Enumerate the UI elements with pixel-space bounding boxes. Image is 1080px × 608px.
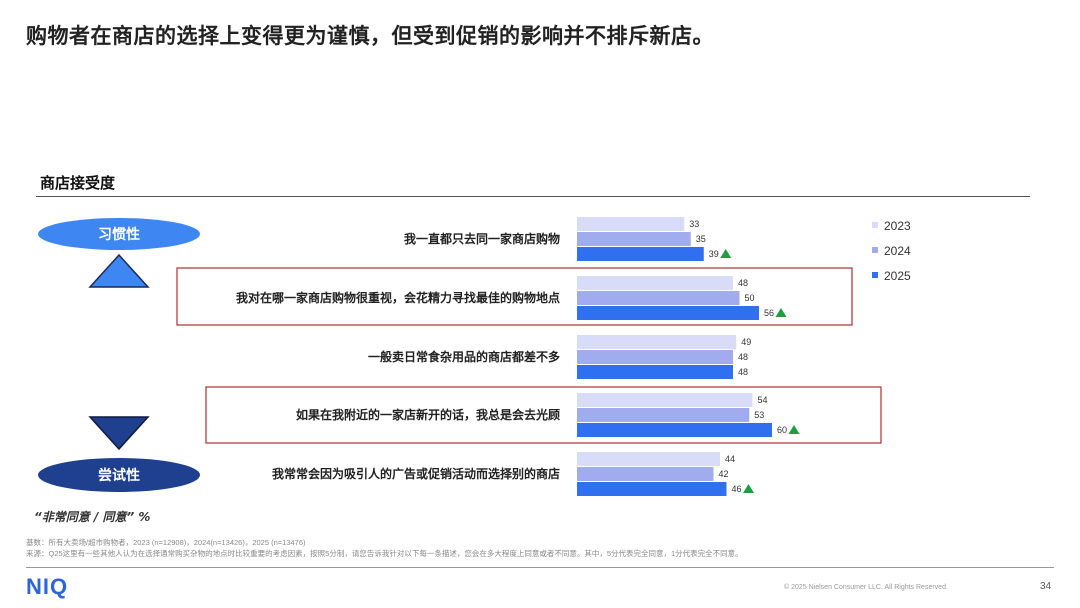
category-label: 一般卖日常食杂用品的商店都差不多	[368, 349, 560, 364]
bar-2023	[577, 335, 737, 349]
bar-2025	[577, 306, 759, 320]
chart-subtitle: 商店接受度	[40, 174, 116, 192]
metric-note: “非常同意 / 同意” %	[34, 510, 151, 524]
bar-2025	[577, 482, 727, 496]
value-label: 33	[689, 219, 699, 229]
value-label: 49	[741, 337, 751, 347]
increase-arrow-icon	[720, 249, 732, 258]
value-label: 48	[738, 278, 748, 288]
subtitle-divider	[36, 196, 1030, 197]
trial-pill: 尝试性	[38, 458, 200, 492]
increase-arrow-icon	[775, 308, 787, 317]
bar-2025	[577, 247, 704, 261]
bar-2024	[577, 350, 733, 364]
value-label: 46	[732, 484, 742, 494]
value-label: 56	[764, 308, 774, 318]
increase-arrow-icon	[788, 425, 800, 434]
value-label: 48	[738, 352, 748, 362]
bar-2024	[577, 291, 740, 305]
highlight-box	[205, 386, 882, 444]
bar-2023	[577, 217, 685, 231]
legend-label-2024: 2024	[884, 244, 911, 258]
value-label: 50	[745, 293, 755, 303]
category-label: 我一直都只去同一家商店购物	[404, 231, 560, 246]
legend-swatch-2024	[872, 247, 878, 253]
value-label: 60	[777, 425, 787, 435]
category-label: 我常常会因为吸引人的广告或促销活动而选择别的商店	[272, 466, 560, 481]
page-title: 购物者在商店的选择上变得更为谨慎，但受到促销的影响并不排斥新店。	[26, 24, 714, 48]
increase-arrow-icon	[743, 484, 754, 493]
niq-logo: NIQ	[26, 574, 69, 599]
category-label: 我对在哪一家商店购物很重视，会花精力寻找最佳的购物地点	[236, 290, 560, 305]
bar-2024	[577, 408, 750, 422]
footnote-base: 基数：所有大卖场/超市购物者，2023 (n=12908)，2024(n=134…	[26, 538, 306, 547]
value-label: 39	[709, 249, 719, 259]
value-label: 44	[725, 454, 735, 464]
legend-swatch-2023	[872, 222, 878, 228]
page-number: 34	[1040, 581, 1052, 592]
up-triangle-icon	[88, 253, 150, 288]
bar-2024	[577, 467, 714, 481]
trial-pill-label: 尝试性	[98, 468, 140, 484]
habit-pill: 习惯性	[38, 218, 200, 250]
highlight-box	[176, 267, 853, 326]
legend-label-2023: 2023	[884, 219, 911, 233]
value-label: 54	[758, 395, 768, 405]
value-label: 42	[719, 469, 729, 479]
value-label: 53	[754, 410, 764, 420]
value-label: 48	[738, 367, 748, 377]
footnote-source: 来源：Q25这里有一些其他人认为在选择通常购买杂物的地点时比较重要的考虑因素，按…	[26, 549, 743, 558]
bar-2023	[577, 393, 753, 407]
bar-2023	[577, 452, 720, 466]
bar-2025	[577, 365, 733, 379]
legend-label-2025: 2025	[884, 269, 911, 283]
down-triangle-icon	[88, 416, 150, 451]
value-label: 35	[696, 234, 706, 244]
copyright-text: © 2025 Nielsen Consumer LLC. All Rights …	[784, 584, 948, 591]
bar-2023	[577, 276, 733, 290]
habit-pill-label: 习惯性	[98, 227, 140, 243]
bar-2025	[577, 423, 772, 437]
bar-2024	[577, 232, 691, 246]
legend-swatch-2025	[872, 272, 878, 278]
category-label: 如果在我附近的一家店新开的话，我总是会去光顾	[296, 407, 560, 422]
footer-divider	[26, 567, 1054, 568]
